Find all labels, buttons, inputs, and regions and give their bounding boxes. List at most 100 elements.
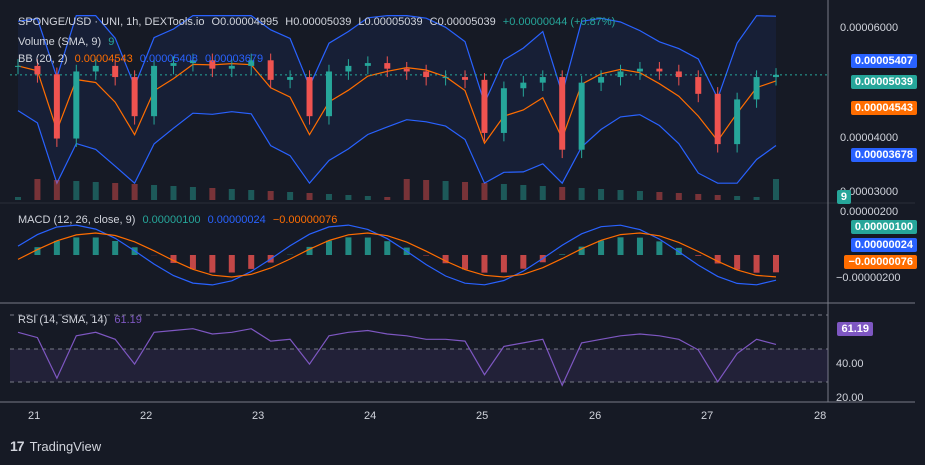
macd-hist-bar xyxy=(636,237,643,255)
volume-bar xyxy=(636,191,643,200)
macd-hist-bar xyxy=(753,255,760,273)
candle xyxy=(598,77,605,83)
candle xyxy=(53,74,60,139)
candle xyxy=(384,63,391,69)
candle xyxy=(15,65,21,67)
x-tick: 25 xyxy=(476,410,489,422)
rsi-tick: 20.00 xyxy=(836,392,864,404)
symbol-label: SPONGE/USD · UNI, 1h, DEXTools.io xyxy=(18,16,205,28)
x-tick: 24 xyxy=(364,410,377,422)
macd-hist-bar xyxy=(481,255,488,273)
volume-bar xyxy=(481,183,488,200)
macd-hist-bar xyxy=(170,255,177,263)
macd-hist-bar xyxy=(228,255,235,273)
x-tick: 23 xyxy=(252,410,265,422)
signal-value: 0.00000024 xyxy=(207,214,266,226)
bb-label: BB (20, 2) xyxy=(18,53,68,65)
volume-bar xyxy=(462,182,469,200)
macd-hist-bar xyxy=(53,240,60,255)
volume-bar xyxy=(151,185,158,200)
x-tick: 27 xyxy=(701,410,714,422)
macd-hist-bar xyxy=(656,241,663,255)
candle xyxy=(228,65,235,69)
macd-hist-bar xyxy=(92,237,99,255)
rsi-tick: 40.00 xyxy=(836,358,864,370)
candle xyxy=(695,77,702,94)
candle xyxy=(578,82,585,150)
macd-tag: 0.00000100 xyxy=(850,220,917,234)
candle xyxy=(267,60,274,80)
rsi-value: 61.19 xyxy=(114,314,142,326)
candle xyxy=(714,93,721,145)
macd-hist-bar xyxy=(384,241,391,255)
bb-lower-line xyxy=(17,110,777,185)
volume-bar xyxy=(53,180,60,200)
volume-bar xyxy=(559,187,566,200)
volume-bar xyxy=(598,189,605,200)
candle xyxy=(675,71,682,78)
open-value: O0.00004995 xyxy=(211,16,279,28)
macd-hist-bar xyxy=(73,237,80,255)
bb-fill xyxy=(18,15,776,184)
bb-legend: BB (20, 2) 0.00004543 0.00005408 0.00003… xyxy=(18,53,267,65)
x-tick: 28 xyxy=(814,410,827,422)
candle xyxy=(170,63,177,66)
candle xyxy=(617,71,624,78)
tradingview-brand[interactable]: 17 TradingView xyxy=(10,438,101,454)
bb-upper-value: 0.00005408 xyxy=(139,53,198,65)
candle xyxy=(442,77,449,79)
bb-basis-value: 0.00004543 xyxy=(74,53,133,65)
volume-bar xyxy=(423,180,430,200)
macd-value: 0.00000100 xyxy=(142,214,201,226)
macd-hist-bar xyxy=(462,255,469,270)
candle xyxy=(345,65,352,72)
volume-bar xyxy=(578,188,585,200)
candle xyxy=(131,77,138,117)
volume-value: 9 xyxy=(108,36,115,48)
candle xyxy=(559,77,566,150)
volume-bar xyxy=(248,190,255,200)
candle xyxy=(539,77,546,83)
bb-upper-line xyxy=(17,15,777,105)
candle xyxy=(481,79,488,133)
candle xyxy=(306,77,313,117)
volume-legend: Volume (SMA, 9) 9 xyxy=(18,36,118,48)
hist-value: −0.00000076 xyxy=(272,214,338,226)
bb-lower-value: 0.00003679 xyxy=(204,53,264,65)
macd-hist-bar xyxy=(248,255,255,269)
ohlc-legend: SPONGE/USD · UNI, 1h, DEXTools.io O0.000… xyxy=(18,16,619,28)
volume-bar xyxy=(267,191,274,200)
macd-label: MACD (12, 26, close, 9) xyxy=(18,214,136,226)
candle xyxy=(189,60,196,64)
rsi-label: RSI (14, SMA, 14) xyxy=(18,314,108,326)
macd-hist-bar xyxy=(714,255,721,264)
rsi-band xyxy=(10,349,828,382)
high-value: H0.00005039 xyxy=(285,16,352,28)
macd-hist-bar xyxy=(306,246,313,255)
bb-basis-tag: 0.00004543 xyxy=(850,101,917,115)
volume-bar xyxy=(287,192,294,200)
macd-legend: MACD (12, 26, close, 9) 0.00000100 0.000… xyxy=(18,214,341,226)
macd-hist-bar xyxy=(578,246,585,255)
volume-bar xyxy=(403,179,410,200)
price-tick: 0.00003000 xyxy=(840,186,899,198)
volume-bar xyxy=(675,193,682,200)
bb-lower-tag: 0.00003678 xyxy=(850,148,917,162)
volume-bar xyxy=(617,190,624,200)
candle xyxy=(636,68,643,72)
volume-label: Volume (SMA, 9) xyxy=(18,36,102,48)
macd-hist-bar xyxy=(442,255,449,264)
x-tick: 26 xyxy=(589,410,602,422)
volume-bar xyxy=(345,195,352,200)
macd-hist-bar xyxy=(364,237,371,255)
volume-bar xyxy=(500,184,507,200)
volume-bar xyxy=(170,186,177,200)
bb-basis-line xyxy=(17,62,777,145)
macd-hist-bar xyxy=(209,255,216,273)
macd-hist-bar xyxy=(773,255,779,273)
rsi-line xyxy=(17,328,777,387)
volume-bar xyxy=(34,179,41,200)
price-tick: 0.00006000 xyxy=(840,22,899,34)
volume-bar xyxy=(695,194,702,200)
